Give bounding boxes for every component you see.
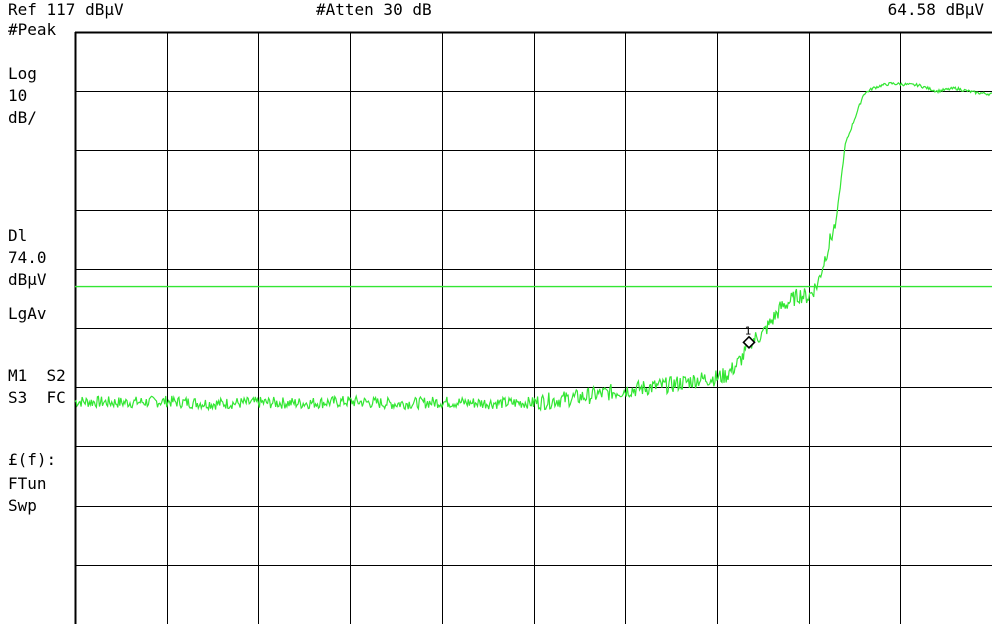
scale-value-label: 10 bbox=[8, 86, 28, 105]
sweep-label: Swp bbox=[8, 496, 37, 515]
marker-1[interactable]: 1 bbox=[742, 324, 756, 349]
attenuation-readout: #Atten 30 dB bbox=[316, 0, 432, 19]
function-mode-label: FTun bbox=[8, 474, 47, 493]
graticule bbox=[74, 31, 992, 624]
display-line-value: 74.0 bbox=[8, 248, 47, 267]
scale-unit-label: dB/ bbox=[8, 108, 37, 127]
trace-modes-row2: S3 FC bbox=[8, 388, 66, 407]
spectrum-trace bbox=[74, 81, 992, 412]
display-line-unit: dBμV bbox=[8, 270, 47, 289]
trace-modes-row1: M1 S2 bbox=[8, 366, 66, 385]
scale-type-label: Log bbox=[8, 64, 37, 83]
detector-label: #Peak bbox=[8, 20, 57, 39]
ref-level-readout: Ref 117 dBμV bbox=[8, 0, 124, 19]
marker-diamond-icon bbox=[742, 335, 756, 349]
marker-amplitude-readout: 64.58 dBμV bbox=[887, 0, 984, 19]
averaging-label: LgAv bbox=[8, 304, 47, 323]
marker-number-label: 1 bbox=[745, 324, 752, 337]
function-label: £(f): bbox=[8, 450, 57, 469]
display-line-label: Dl bbox=[8, 226, 28, 245]
